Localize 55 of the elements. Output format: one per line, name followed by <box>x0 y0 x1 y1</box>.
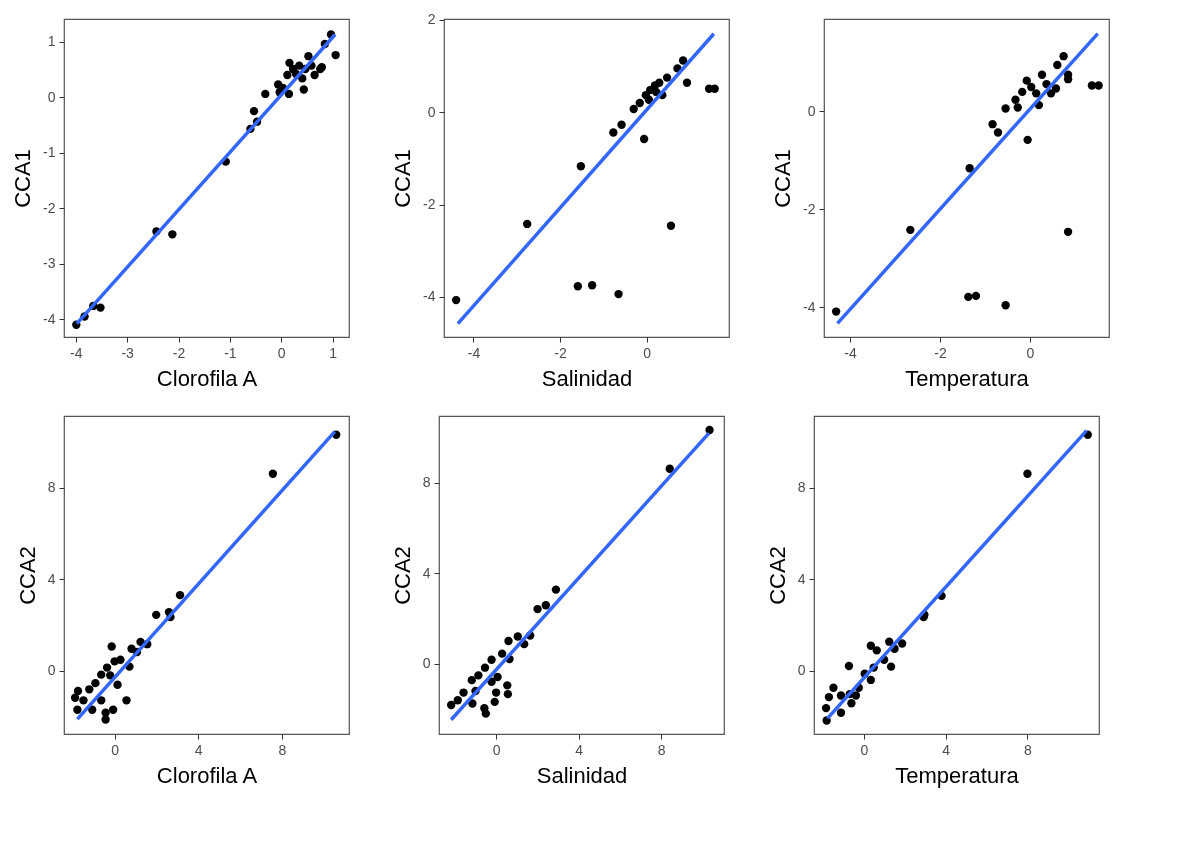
x-tick-label: 8 <box>1024 741 1033 758</box>
x-tick-label: -2 <box>934 344 947 361</box>
y-axis-title: CCA1 <box>770 149 796 208</box>
x-tick-label: -3 <box>121 344 135 361</box>
y-tick-label: -2 <box>423 196 436 213</box>
x-tick-label: 0 <box>111 741 120 758</box>
y-tick-label: 0 <box>422 655 431 672</box>
y-tick-label: -4 <box>43 310 56 327</box>
y-tick-label: 4 <box>47 570 56 587</box>
y-tick-label: 4 <box>797 570 806 587</box>
x-axis-title: Salinidad <box>541 365 633 391</box>
x-axis-title: Salinidad <box>536 762 628 788</box>
x-tick-label: -2 <box>554 344 568 361</box>
x-tick-label: -4 <box>844 344 858 361</box>
y-axis-title: CCA2 <box>389 546 415 605</box>
y-tick-label: -1 <box>43 144 56 161</box>
y-tick-label: -3 <box>43 255 56 272</box>
x-tick-label: 4 <box>942 741 951 758</box>
x-axis-title: Clorofila A <box>156 365 258 391</box>
x-tick-label: 0 <box>860 741 869 758</box>
x-tick-label: 1 <box>329 344 338 361</box>
y-tick-label: 0 <box>797 662 806 679</box>
x-tick-label: 0 <box>492 741 501 758</box>
x-tick-label: -4 <box>467 344 481 361</box>
x-tick-label: 0 <box>277 344 286 361</box>
x-tick-label: 4 <box>575 741 584 758</box>
y-tick-label: 2 <box>427 11 436 28</box>
y-tick-label: 8 <box>47 479 56 496</box>
x-tick-label: 8 <box>657 741 666 758</box>
y-tick-label: -2 <box>803 200 816 217</box>
y-tick-label: -4 <box>423 288 436 305</box>
x-axis-title: Clorofila A <box>156 762 258 788</box>
y-tick-label: -4 <box>803 298 816 315</box>
y-tick-label: -2 <box>43 199 56 216</box>
y-axis-title: CCA2 <box>14 546 40 605</box>
y-tick-label: 0 <box>47 88 56 105</box>
y-axis-title: CCA1 <box>10 149 36 208</box>
y-tick-label: 0 <box>47 662 56 679</box>
x-tick-label: -1 <box>224 344 237 361</box>
x-tick-label: 0 <box>1026 344 1035 361</box>
y-axis-title: CCA1 <box>390 149 416 208</box>
x-tick-label: 4 <box>194 741 203 758</box>
y-tick-label: 0 <box>427 103 436 120</box>
y-tick-label: 4 <box>422 564 431 581</box>
y-tick-label: 1 <box>47 33 56 50</box>
y-tick-label: 8 <box>422 474 431 491</box>
x-tick-label: 0 <box>643 344 652 361</box>
x-tick-label: 8 <box>278 741 287 758</box>
x-axis-title: Temperatura <box>905 365 1030 391</box>
y-tick-label: 0 <box>807 102 816 119</box>
x-tick-label: -4 <box>70 344 83 361</box>
y-axis-title: CCA2 <box>764 546 790 605</box>
y-tick-label: 8 <box>797 479 806 496</box>
x-tick-label: -2 <box>172 344 186 361</box>
x-axis-title: Temperatura <box>895 762 1020 788</box>
